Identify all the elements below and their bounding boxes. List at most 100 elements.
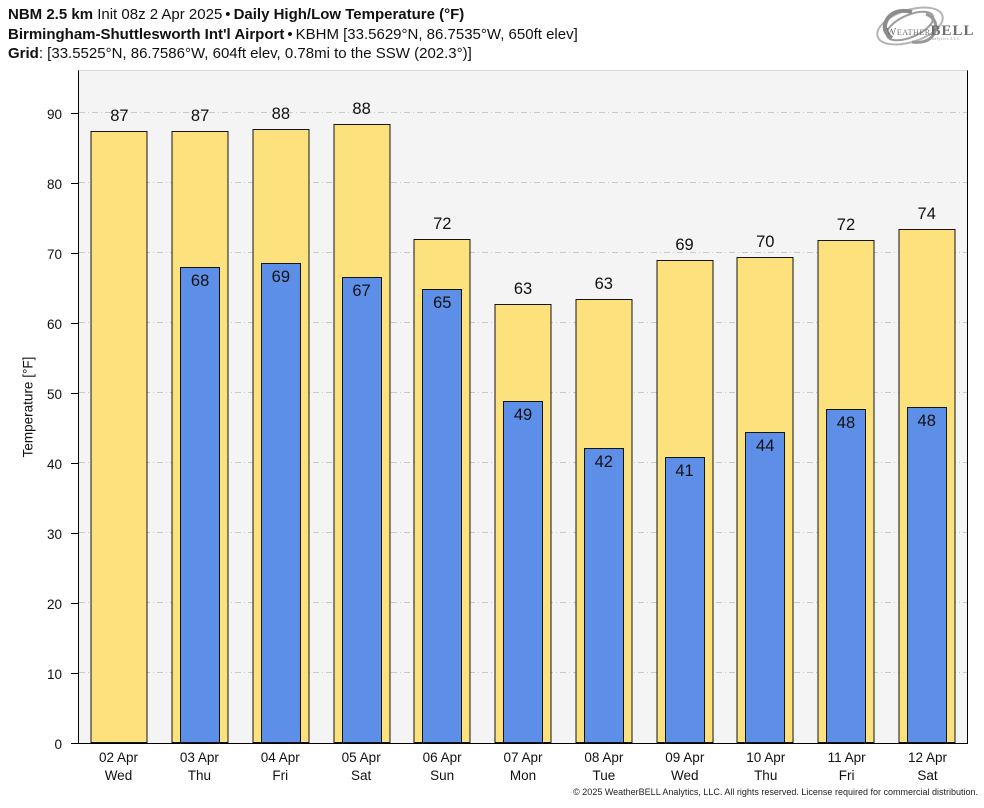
low-temp-value: 49 <box>513 406 533 425</box>
x-axis-labels: 02 Apr Wed 03 Apr Thu 04 Apr Fri 05 Apr Sat 06 A… <box>78 749 968 784</box>
separator-dot: • <box>225 6 231 23</box>
y-tick-label: 90 <box>46 107 62 123</box>
gridline-70 <box>79 252 967 254</box>
high-temp-value: 88 <box>271 105 291 124</box>
y-tick-mark <box>71 742 78 744</box>
high-temp-value: 63 <box>594 275 613 294</box>
low-temp-value: 42 <box>594 452 613 471</box>
header-line-2: Birmingham-Shuttlesworth Int'l Airport • K… <box>8 25 578 45</box>
high-temp-value: 88 <box>352 100 371 119</box>
x-tick-label: 05 Apr Sat <box>321 749 402 784</box>
day-slot-07-apr: 63 49 <box>483 71 564 743</box>
x-tick-label: 08 Apr Tue <box>563 749 644 784</box>
x-tick-date: 04 Apr <box>260 750 300 765</box>
low-temp-bar: 48 <box>825 409 866 743</box>
high-temp-value: 72 <box>433 215 452 234</box>
separator-dot: • <box>287 25 293 43</box>
x-tick-label: 12 Apr Sat <box>887 749 968 784</box>
y-tick-label: 80 <box>46 177 62 193</box>
y-tick-label: 20 <box>46 597 62 613</box>
y-tick-label: 50 <box>46 387 62 403</box>
y-tick-label: 30 <box>46 527 62 543</box>
low-temp-bar: 42 <box>583 447 624 743</box>
init-time: Init 08z 2 Apr 2025 <box>97 6 223 23</box>
x-tick-date: 10 Apr <box>746 750 786 765</box>
x-tick-weekday: Fri <box>272 767 289 783</box>
grid-label: Grid <box>8 45 39 62</box>
day-slot-12-apr: 74 48 <box>886 71 967 743</box>
model-name: NBM 2.5 km <box>8 6 94 23</box>
high-temp-value: 69 <box>675 236 694 255</box>
high-temp-value: 63 <box>513 280 533 299</box>
low-temp-bar: 67 <box>341 276 382 743</box>
high-temp-value: 87 <box>190 106 210 125</box>
low-temp-value: 65 <box>433 293 452 312</box>
x-tick-label: 03 Apr Thu <box>159 749 240 784</box>
y-axis: 0 10 20 30 40 50 60 70 80 90 <box>0 70 78 752</box>
y-tick-mark <box>71 252 78 255</box>
low-temp-bar: 69 <box>260 262 301 743</box>
low-temp-bar: 41 <box>664 457 705 743</box>
y-tick-mark <box>71 322 78 325</box>
day-slot-11-apr: 72 48 <box>806 71 887 743</box>
x-tick-weekday: Fri <box>838 767 855 783</box>
y-tick-mark <box>71 602 78 605</box>
low-temp-value: 44 <box>756 437 775 456</box>
y-tick-mark <box>71 392 78 395</box>
weatherbell-logo: WeatherBELL Analytics LLC <box>862 0 978 52</box>
high-temp-value: 70 <box>756 232 775 251</box>
bar-slots: 87 87 68 88 69 88 67 72 65 63 49 63 42 69 41 70 44 72 48 74… <box>79 71 967 743</box>
low-temp-bar: 44 <box>745 432 786 743</box>
x-tick-label: 02 Apr Wed <box>78 749 159 784</box>
logo-subtext: Analytics LLC <box>928 36 961 41</box>
low-temp-bar: 49 <box>503 401 544 743</box>
y-tick-label: 10 <box>46 667 62 683</box>
low-temp-value: 67 <box>352 281 371 300</box>
station-name: Birmingham-Shuttlesworth Int'l Airport <box>8 25 285 43</box>
logo-bell-text: BELL <box>930 23 975 39</box>
y-tick-label: 70 <box>46 247 62 263</box>
x-tick-weekday: Sun <box>430 767 455 783</box>
y-tick-mark <box>71 672 78 675</box>
x-tick-date: 03 Apr <box>179 750 219 765</box>
logo-weather-text: Weather <box>886 26 931 38</box>
x-tick-label: 10 Apr Thu <box>725 749 806 784</box>
chart-header: NBM 2.5 km Init 08z 2 Apr 2025 • Daily Hig… <box>8 5 578 64</box>
x-tick-label: 07 Apr Mon <box>483 749 564 784</box>
chart-title: Daily High/Low Temperature (°F) <box>233 6 465 23</box>
gridline-80 <box>79 182 967 184</box>
x-tick-weekday: Thu <box>754 767 778 783</box>
low-temp-value: 41 <box>675 462 694 481</box>
x-tick-date: 08 Apr <box>584 750 624 765</box>
x-tick-weekday: Mon <box>509 767 537 783</box>
gridline-90 <box>79 112 967 114</box>
copyright-notice: © 2025 WeatherBELL Analytics, LLC. All r… <box>573 787 978 797</box>
low-temp-value: 48 <box>917 412 936 431</box>
y-tick-label: 60 <box>46 317 62 333</box>
x-tick-date: 12 Apr <box>908 750 948 765</box>
x-tick-weekday: Wed <box>671 767 699 783</box>
day-slot-03-apr: 87 68 <box>160 71 241 743</box>
x-tick-label: 09 Apr Wed <box>644 749 725 784</box>
low-temp-bar: 65 <box>422 288 463 743</box>
y-tick-mark <box>71 462 78 465</box>
day-slot-09-apr: 69 41 <box>644 71 725 743</box>
high-temp-bar <box>90 130 148 743</box>
high-temp-value: 87 <box>110 106 129 125</box>
station-meta: KBHM [33.5629°N, 86.7535°W, 650ft elev] <box>295 25 578 43</box>
grid-value: : [33.5525°N, 86.7586°W, 604ft elev, 0.7… <box>38 45 472 62</box>
day-slot-02-apr: 87 <box>79 71 160 743</box>
day-slot-05-apr: 88 67 <box>321 71 402 743</box>
header-line-3: Grid: [33.5525°N, 86.7586°W, 604ft elev,… <box>8 44 578 64</box>
day-slot-08-apr: 63 42 <box>563 71 644 743</box>
low-temp-value: 68 <box>190 272 210 291</box>
x-tick-weekday: Wed <box>104 767 133 783</box>
day-slot-06-apr: 72 65 <box>402 71 483 743</box>
x-tick-weekday: Tue <box>592 767 616 783</box>
y-tick-mark <box>71 112 78 115</box>
high-temp-value: 72 <box>836 216 856 235</box>
x-tick-weekday: Sat <box>351 767 372 783</box>
x-tick-label: 06 Apr Sun <box>402 749 483 784</box>
x-tick-date: 09 Apr <box>665 750 705 765</box>
